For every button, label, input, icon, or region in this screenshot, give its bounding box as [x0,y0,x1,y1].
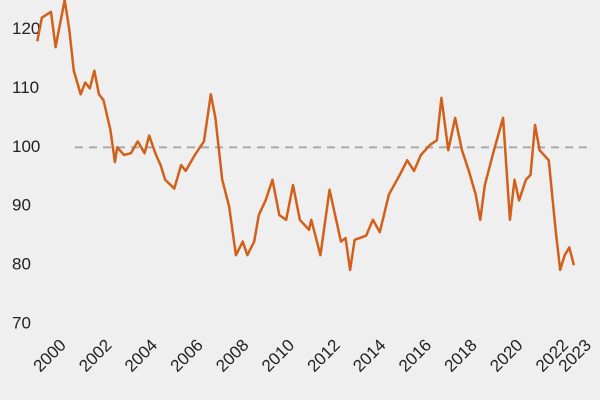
y-tick-label: 100 [12,137,40,156]
x-tick-label: 2006 [167,336,207,376]
x-tick-label: 2002 [75,336,115,376]
x-tick-label: 2018 [441,336,481,376]
y-tick-label: 80 [12,255,31,274]
y-tick-label: 110 [12,78,39,97]
x-tick-label: 2014 [349,336,389,376]
x-tick-label: 2012 [304,336,344,376]
x-tick-label: 2010 [258,336,298,376]
x-tick-label: 2020 [486,336,526,376]
x-tick-label: 2016 [395,336,435,376]
x-tick-label: 2000 [30,336,70,376]
y-tick-label: 90 [12,196,31,215]
x-tick-label: 2004 [121,336,161,376]
y-tick-label: 120 [12,19,40,38]
data-line [36,0,576,272]
y-tick-label: 70 [12,314,31,333]
x-tick-label: 2008 [212,336,252,376]
